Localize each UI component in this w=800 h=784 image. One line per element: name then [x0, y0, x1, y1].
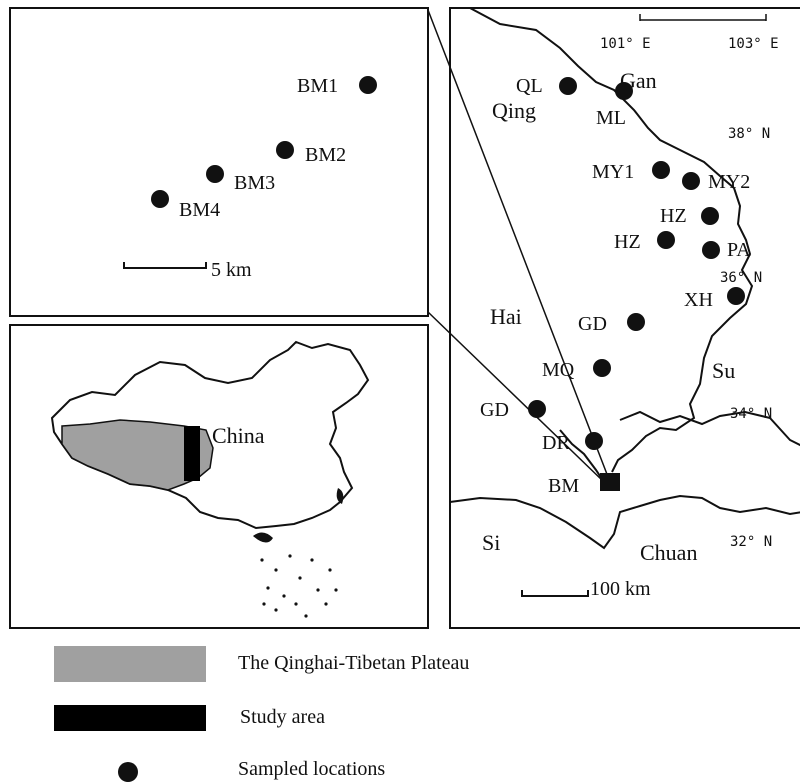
site-dot-hz-1 — [701, 207, 719, 225]
site-label-xh: XH — [684, 289, 713, 311]
coord-103e: 103° E — [728, 36, 779, 52]
legend-swatch-sample-dot — [118, 762, 138, 782]
site-dot-mq — [593, 359, 611, 377]
province-boundary-east — [619, 410, 800, 447]
site-label-gd-2: GD — [480, 399, 509, 421]
study-area-block — [184, 426, 200, 481]
coord-32n: 32° N — [730, 534, 772, 550]
region-label-qing: Qing — [492, 98, 536, 123]
connector-top — [427, 9, 611, 483]
site-label-gd-1: GD — [578, 313, 607, 335]
site-dot-hz-2 — [657, 231, 675, 249]
coord-36n: 36° N — [720, 270, 762, 286]
coord-38n: 38° N — [728, 126, 770, 142]
site-label-hz-1: HZ — [660, 205, 687, 227]
site-dot-my1 — [652, 161, 670, 179]
china-label: China — [212, 423, 265, 448]
detail-panel-frame — [9, 7, 429, 317]
detail-scale-bar — [123, 262, 207, 269]
site-dot-pa — [702, 241, 720, 259]
site-dot-gd-2 — [528, 400, 546, 418]
site-dot-ql — [559, 77, 577, 95]
main-scale-label: 100 km — [590, 578, 651, 600]
site-label-bm1: BM1 — [297, 75, 338, 97]
legend-label-sampled: Sampled locations — [238, 758, 386, 780]
site-label-bm3: BM3 — [234, 172, 275, 194]
site-dot-xh — [727, 287, 745, 305]
site-dot-bm2 — [276, 141, 294, 159]
legend-swatch-study-area — [54, 705, 206, 731]
main-scale-bar — [521, 590, 589, 597]
site-dot-bm4 — [151, 190, 169, 208]
site-dot-bm1 — [359, 76, 377, 94]
site-square-bm — [600, 473, 620, 491]
site-label-my2: MY2 — [708, 171, 750, 193]
region-label-su: Su — [712, 358, 735, 383]
region-label-chuan: Chuan — [640, 540, 697, 565]
site-label-ml: ML — [596, 107, 626, 129]
site-label-bm4: BM4 — [179, 199, 220, 221]
detail-scale-label: 5 km — [211, 259, 252, 281]
main-map-frame — [449, 7, 800, 629]
site-label-bm2: BM2 — [305, 144, 346, 166]
region-label-si: Si — [482, 530, 500, 555]
site-label-pa: PA — [727, 239, 751, 261]
site-label-hz-2: HZ — [614, 231, 641, 253]
legend-swatch-plateau — [54, 646, 206, 682]
site-label-bm: BM — [548, 475, 579, 497]
site-dot-ml — [615, 82, 633, 100]
site-dot-my2 — [682, 172, 700, 190]
site-label-ql: QL — [516, 75, 543, 97]
province-boundary-west — [559, 429, 605, 483]
site-label-mq: MQ — [542, 359, 575, 381]
site-dot-bm3 — [206, 165, 224, 183]
site-label-dr: DR — [542, 432, 570, 454]
overview-panel-frame — [9, 324, 429, 629]
coord-101e: 101° E — [600, 36, 651, 52]
region-label-hai: Hai — [490, 304, 522, 329]
connector-bottom — [427, 311, 605, 483]
province-boundary-main — [469, 7, 754, 473]
legend-label-study-area: Study area — [240, 706, 325, 728]
site-dot-gd-1 — [627, 313, 645, 331]
site-dot-dr — [585, 432, 603, 450]
province-boundary-south — [449, 494, 800, 550]
site-label-my1: MY1 — [592, 161, 634, 183]
legend-label-plateau: The Qinghai-Tibetan Plateau — [238, 652, 470, 674]
south-china-sea-islands — [253, 488, 344, 618]
